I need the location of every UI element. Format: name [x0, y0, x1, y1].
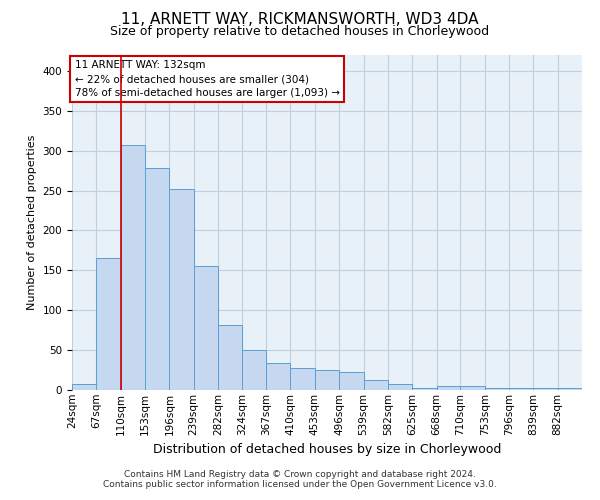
Bar: [485, 388, 509, 390]
Y-axis label: Number of detached properties: Number of detached properties: [27, 135, 37, 310]
X-axis label: Distribution of detached houses by size in Chorleywood: Distribution of detached houses by size …: [153, 443, 501, 456]
Text: 11, ARNETT WAY, RICKMANSWORTH, WD3 4DA: 11, ARNETT WAY, RICKMANSWORTH, WD3 4DA: [121, 12, 479, 28]
Bar: [242, 350, 266, 390]
Text: Contains HM Land Registry data © Crown copyright and database right 2024.
Contai: Contains HM Land Registry data © Crown c…: [103, 470, 497, 489]
Bar: [412, 388, 437, 390]
Bar: [121, 145, 145, 390]
Text: 11 ARNETT WAY: 132sqm
← 22% of detached houses are smaller (304)
78% of semi-det: 11 ARNETT WAY: 132sqm ← 22% of detached …: [74, 60, 340, 98]
Bar: [509, 388, 533, 390]
Bar: [533, 388, 557, 390]
Bar: [339, 372, 364, 390]
Bar: [557, 388, 582, 390]
Bar: [218, 324, 242, 390]
Bar: [169, 189, 194, 390]
Bar: [72, 384, 97, 390]
Bar: [364, 380, 388, 390]
Bar: [437, 386, 461, 390]
Bar: [145, 168, 169, 390]
Text: Size of property relative to detached houses in Chorleywood: Size of property relative to detached ho…: [110, 25, 490, 38]
Bar: [266, 363, 290, 390]
Bar: [290, 368, 315, 390]
Bar: [97, 258, 121, 390]
Bar: [388, 384, 412, 390]
Bar: [194, 266, 218, 390]
Bar: [315, 370, 339, 390]
Bar: [460, 386, 485, 390]
